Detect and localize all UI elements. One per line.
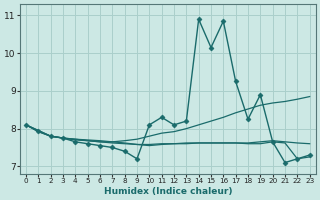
X-axis label: Humidex (Indice chaleur): Humidex (Indice chaleur) [104,187,232,196]
